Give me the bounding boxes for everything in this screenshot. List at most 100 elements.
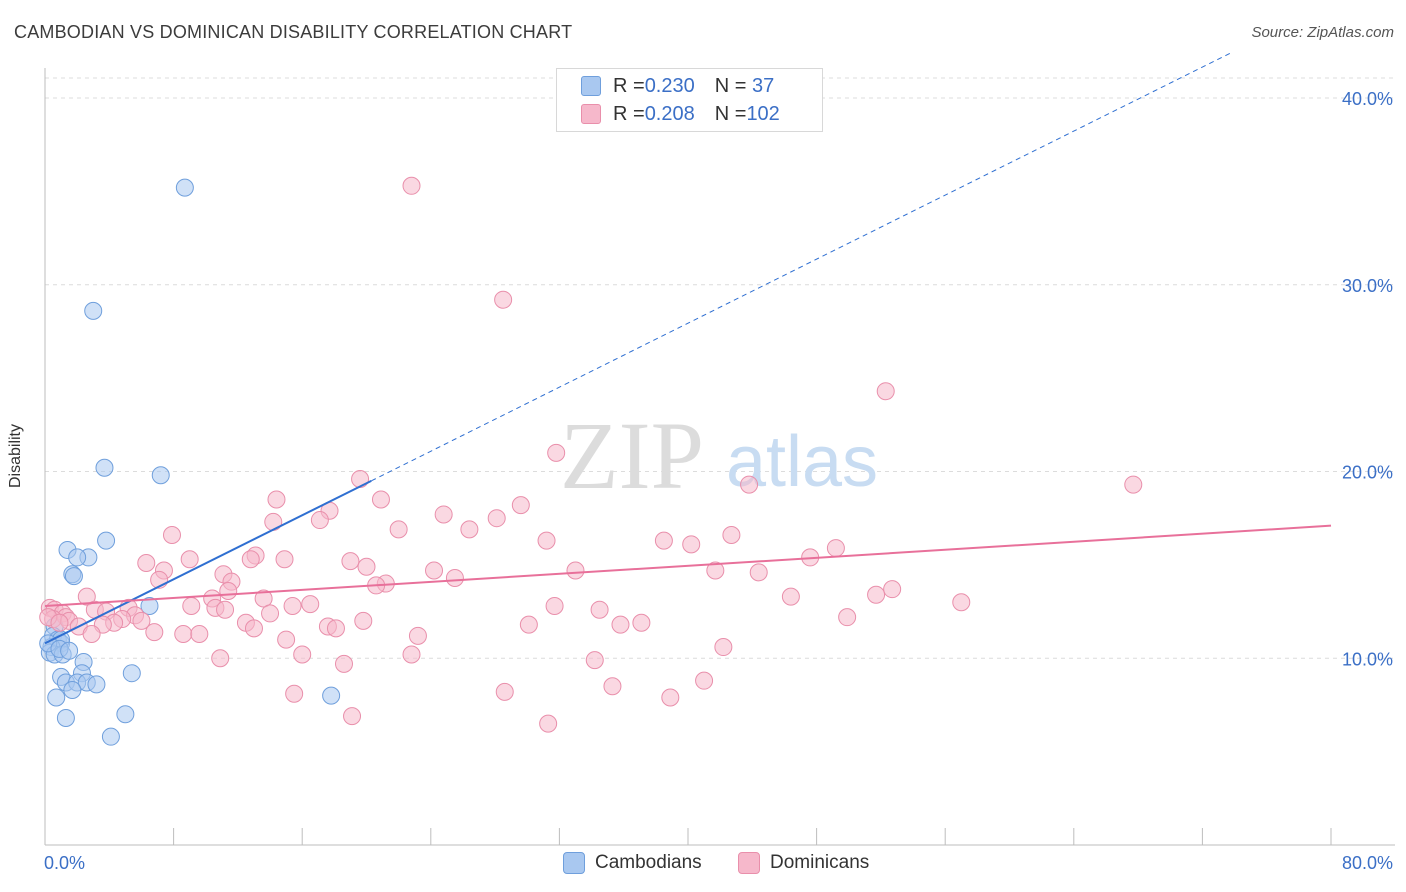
dominican-point	[211, 649, 230, 668]
dominican-point	[77, 587, 96, 606]
source-credit: Source: ZipAtlas.com	[1251, 24, 1394, 41]
cambodian-point	[87, 675, 106, 694]
cambodian-point	[63, 681, 82, 699]
dominican-point	[244, 619, 263, 638]
legend-label-dominicans: Dominicans	[770, 852, 870, 873]
dominican-point	[326, 619, 345, 638]
legend-swatch-cambodians	[581, 76, 601, 96]
dominican-point	[838, 608, 857, 627]
dominican-point	[283, 596, 302, 615]
dominican-point	[371, 490, 390, 509]
cambodian-trend-extension	[371, 52, 1231, 482]
dominican-point	[545, 596, 564, 615]
legend-r-label: R =	[613, 74, 645, 97]
dominican-point	[402, 645, 421, 664]
cambodian-point	[97, 531, 116, 550]
legend-n-value: 37	[746, 74, 775, 97]
cambodian-point	[151, 466, 170, 485]
axes	[44, 68, 1395, 846]
dominican-point	[445, 568, 464, 587]
dominican-point	[50, 613, 69, 632]
dominican-point	[425, 561, 444, 580]
dominican-point	[341, 552, 360, 571]
dominican-point	[174, 624, 193, 643]
y-tick-label: 30.0%	[1342, 276, 1393, 296]
dominican-point	[781, 587, 800, 606]
dominican-point	[264, 512, 283, 531]
dominican-point	[460, 520, 479, 539]
legend-label-cambodians: Cambodians	[595, 852, 702, 873]
legend-item-cambodians[interactable]: Cambodians	[563, 852, 702, 874]
x-tick-label: 0.0%	[44, 853, 85, 873]
dominican-point	[661, 688, 680, 707]
dominican-point	[585, 651, 604, 670]
y-tick-label: 40.0%	[1342, 89, 1393, 109]
legend-row-dominicans: R = 0.208 N = 102	[581, 102, 780, 126]
cambodian-point	[64, 567, 83, 586]
legend-r-value: 0.230	[644, 74, 695, 97]
dominican-point	[219, 582, 238, 601]
chart-title: CAMBODIAN VS DOMINICAN DISABILITY CORREL…	[14, 22, 573, 42]
cambodian-point	[68, 548, 87, 567]
dominican-point	[952, 593, 971, 612]
dominican-point	[334, 654, 353, 673]
watermark: ZIP atlas	[560, 402, 878, 509]
cambodian-point	[116, 705, 135, 724]
dominican-point	[682, 535, 701, 554]
dominican-point	[495, 682, 514, 701]
dominican-point	[190, 624, 209, 643]
dominican-point	[285, 684, 304, 703]
dominican-point	[566, 561, 585, 580]
dominican-point	[301, 595, 320, 614]
dominican-point	[293, 645, 312, 664]
dominican-point	[867, 585, 886, 604]
legend-r-label: R =	[613, 102, 645, 125]
dominican-point	[826, 539, 845, 558]
dominican-point	[389, 520, 408, 539]
dominican-point	[511, 496, 530, 515]
dominican-point	[310, 511, 329, 530]
y-tick-label: 10.0%	[1342, 649, 1393, 669]
cambodian-point	[95, 458, 114, 477]
dominican-point	[603, 677, 622, 696]
y-tick-label: 20.0%	[1342, 463, 1393, 483]
dominican-point	[706, 561, 725, 580]
dominican-point	[132, 611, 151, 630]
series-legend: Cambodians Dominicans	[0, 852, 1406, 878]
dominican-point	[883, 580, 902, 599]
dominican-point	[408, 626, 427, 645]
dominican-point	[137, 554, 156, 573]
dominican-point	[876, 382, 895, 401]
cambodian-point	[56, 709, 75, 728]
dominican-trend-line	[44, 524, 1332, 607]
legend-n-label: N =	[714, 74, 747, 97]
cambodian-point	[140, 596, 159, 615]
dominican-point	[494, 290, 513, 309]
legend-n-value: 102	[746, 102, 780, 125]
dominican-point	[182, 596, 201, 615]
dominican-point	[357, 557, 376, 576]
legend-item-dominicans[interactable]: Dominicans	[738, 852, 869, 874]
dominican-point	[487, 509, 506, 528]
legend-r-value: 0.208	[644, 102, 695, 125]
dominican-point	[519, 615, 538, 634]
cambodian-trend-line	[44, 479, 372, 645]
dominican-point	[537, 531, 556, 550]
dominican-point	[254, 589, 273, 608]
dominican-point	[261, 604, 280, 623]
dominican-point	[632, 613, 651, 632]
dominican-point	[82, 624, 101, 643]
dominican-point	[654, 531, 673, 550]
dominican-point	[547, 443, 566, 462]
cambodian-point	[84, 301, 103, 320]
watermark-zip: ZIP	[560, 402, 704, 509]
dominican-point	[180, 550, 199, 569]
x-tick-label: 80.0%	[1342, 853, 1393, 873]
cambodian-point	[322, 686, 341, 705]
dominican-point	[145, 623, 164, 642]
dominican-point	[351, 469, 370, 488]
dominican-point	[267, 490, 286, 509]
cambodian-point	[47, 688, 66, 707]
dominican-point	[434, 505, 453, 524]
